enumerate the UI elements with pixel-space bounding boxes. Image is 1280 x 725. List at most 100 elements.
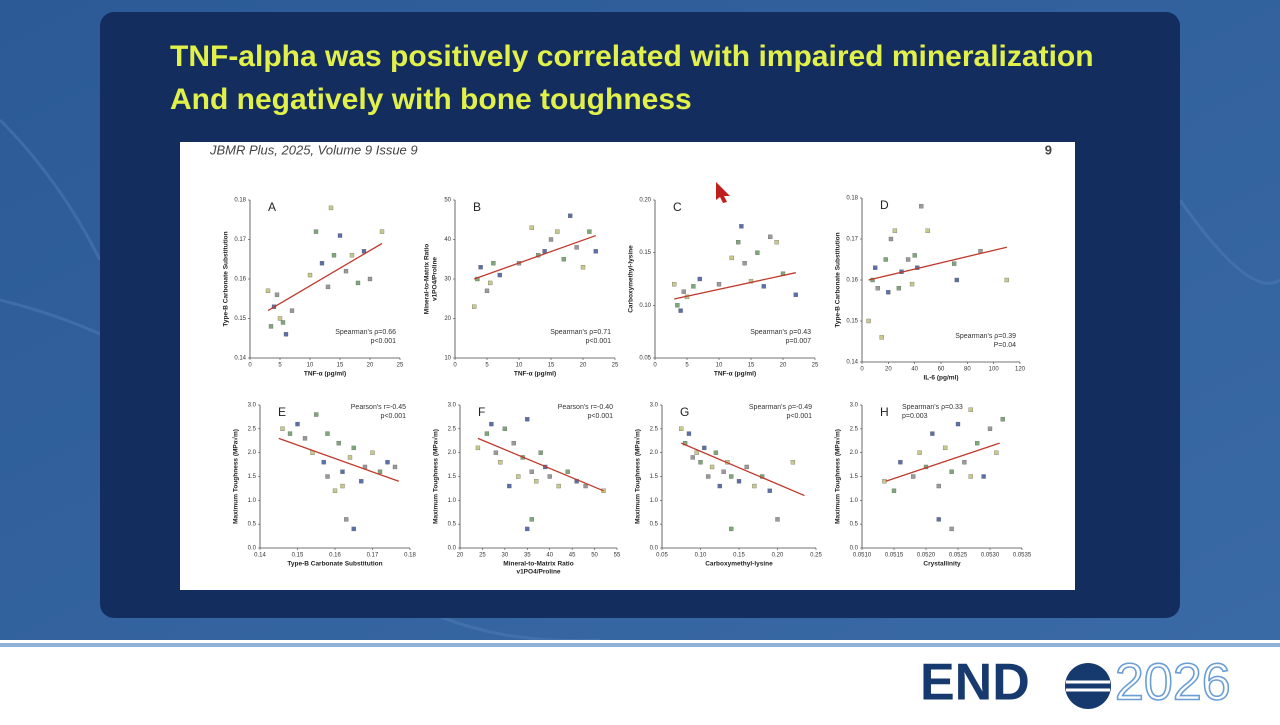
point [891,488,897,493]
annotation: p<0.001 [381,413,407,420]
x-tick-label: 25 [397,363,404,369]
point [475,445,481,451]
page-number: 9 [1045,142,1052,157]
point [905,257,911,262]
point [302,436,308,441]
point [739,224,744,229]
point [706,474,711,479]
point [736,239,741,245]
y-tick-label: 10 [444,356,451,362]
point [886,290,891,295]
point [736,479,742,484]
x-tick-label: 20 [367,363,374,369]
x-tick-label: 0.0515 [885,553,904,559]
x-tick-label: 0 [453,363,457,369]
point [917,450,922,455]
point [498,460,503,465]
point [690,455,695,460]
point [351,445,356,451]
trend-line [473,234,597,280]
annotation: Spearman's ρ=0.71 [550,329,611,336]
x-tick-label: 100 [989,367,1000,373]
point [729,474,734,479]
point [896,286,902,291]
point [274,292,280,297]
point [987,426,993,431]
x-tick-label: 20 [885,367,892,373]
point [721,469,726,474]
x-tick-label: 25 [612,363,619,369]
x-tick-label: 0.16 [329,553,341,559]
y-tick-label: 0.0 [248,546,257,552]
point [538,450,543,455]
x-tick-label: 20 [580,363,587,369]
point [367,276,373,282]
panel-label: H [880,405,889,419]
point [516,474,521,479]
point [359,479,364,484]
x-tick-label: 60 [938,367,945,373]
annotation: Spearman's ρ=0.39 [955,333,1016,340]
y-tick-label: 1.0 [448,498,457,504]
point [568,213,573,218]
x-tick-label: 5 [685,363,689,369]
point [370,450,375,455]
annotation: p<0.001 [787,413,813,420]
point [672,282,677,287]
point [491,261,496,266]
point [790,460,796,465]
panel-label: C [673,200,682,214]
point [909,281,915,287]
point [675,303,680,308]
x-tick-label: 50 [591,553,598,559]
y-tick-label: 2.5 [650,426,659,432]
point [709,464,715,470]
logo-left: END [920,654,1030,712]
trend-line [885,442,1000,482]
point [686,431,692,436]
point [484,288,490,294]
point [325,284,331,290]
x-axis-label: TNF-α (pg/ml) [514,371,556,378]
y-tick-label: 3.0 [850,403,859,409]
y-axis-label: Maximum Toughness (MPa√m) [432,429,440,524]
y-tick-label: 0.15 [234,316,246,322]
annotation: p<0.001 [371,338,397,345]
y-tick-label: 40 [444,237,451,243]
y-tick-label: 0.5 [850,522,859,528]
y-tick-label: 0.10 [639,303,651,309]
point [325,431,330,436]
y-axis-label: Carboxymethyl-lysine [628,245,635,313]
y-tick-label: 1.5 [850,474,859,480]
x-tick-label: 0.0520 [917,553,936,559]
point [351,526,356,532]
journal: JBMR Plus, 2025, Volume 9 Issue 9 [209,142,418,157]
point [574,245,579,250]
point [547,474,552,479]
point [593,249,598,254]
point [955,421,961,427]
x-tick-label: 80 [964,367,971,373]
point [729,526,734,532]
x-tick-label: 0.15 [733,553,745,559]
point [694,450,699,455]
y-tick-label: 0.14 [234,356,246,362]
point [497,272,502,278]
cursor [716,182,730,203]
point [793,292,798,297]
point [925,228,930,233]
point [774,239,779,245]
y-tick-label: 0.0 [850,546,859,552]
point [280,426,285,431]
y-tick-label: 2.0 [650,450,659,456]
y-tick-label: 0.5 [650,522,659,528]
x-axis-label: TNF-α (pg/ml) [714,371,756,378]
x-tick-label: 120 [1015,367,1026,373]
y-tick-label: 1.5 [248,474,257,480]
panel-label: F [478,405,485,419]
point [952,261,957,266]
point [529,469,534,474]
annotation: p=0.003 [902,413,928,420]
x-tick-label: 0.10 [695,553,707,559]
